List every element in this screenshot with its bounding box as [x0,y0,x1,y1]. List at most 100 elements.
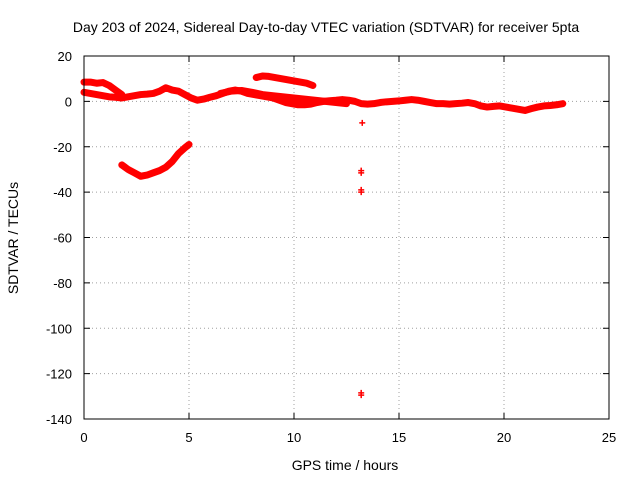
data-point [322,98,329,105]
data-point [383,98,390,105]
data-point [87,79,94,86]
data-point [540,102,547,109]
data-point [312,97,318,104]
data-point [162,164,169,171]
data-point [125,166,132,173]
x-tick-label: 10 [287,430,301,445]
data-point [484,104,491,111]
data-point [106,93,113,100]
series-band [252,72,317,89]
data-point [343,100,350,107]
data-point [522,107,528,114]
data-point [87,90,94,97]
data-point [295,101,302,108]
data-point [301,101,308,108]
y-tick-label: -60 [53,231,72,246]
data-point [477,102,484,109]
data-point [547,102,554,109]
data-point [272,74,279,81]
data-point [509,105,516,112]
y-tick-label: -40 [53,185,72,200]
data-point [303,80,310,87]
series-band [118,140,193,180]
data-point [389,98,396,105]
data-point [249,89,255,96]
data-point [150,169,157,176]
data-point [377,99,384,106]
data-point [137,91,144,98]
data-point [169,87,176,94]
data-point [162,84,169,91]
data-point [144,91,150,98]
data-point [200,96,207,103]
y-axis-label: SDTVAR / TECUs [5,182,21,294]
data-point [297,79,304,86]
data-point [188,94,195,101]
data-point [452,100,459,107]
data-point [358,392,365,399]
y-tick-label: 20 [58,49,72,64]
data-point [440,100,447,107]
series-band-mid [217,86,350,108]
data-point [465,99,472,106]
data-point [131,92,138,99]
data-point [528,105,535,112]
series-band-early [80,78,126,99]
data-point [150,90,157,97]
data-point [217,90,224,97]
y-tick-label: -120 [46,367,72,382]
data-point [144,172,150,179]
data-point [408,96,415,103]
x-tick-label: 0 [80,430,87,445]
series-arc-upper [252,72,317,89]
data-point [156,167,163,174]
x-tick-label: 15 [392,430,406,445]
y-tick-label: -20 [53,140,72,155]
data-point [333,99,339,106]
data-point [228,88,234,95]
y-tick-label: -140 [46,412,72,427]
y-tick-label: 0 [65,94,72,109]
data-point [427,99,434,106]
data-point [471,100,478,107]
data-point [358,189,365,196]
data-point [169,158,176,165]
data-point [194,97,201,104]
data-point [309,82,316,89]
data-point [553,101,560,108]
data-point [259,72,266,79]
data-point [284,76,291,83]
data-point [351,98,358,105]
x-tick-label: 20 [497,430,511,445]
data-point [93,91,100,98]
data-point [137,173,144,180]
data-point [359,119,366,126]
y-tick-label: -80 [53,276,72,291]
data-point [181,91,188,98]
data-point [238,87,245,94]
data-point [265,73,272,80]
data-point [301,96,308,103]
data-point [421,98,428,105]
grid [84,56,609,419]
data-point [278,75,285,82]
data-point [358,169,365,176]
data-point [291,94,297,101]
data-point [93,80,100,87]
data-point [446,101,453,108]
data-point [106,82,113,89]
data-point [515,106,522,113]
data-point [259,91,266,98]
data-point [112,94,119,101]
data-point [503,104,510,111]
data-point [118,91,125,98]
data-point [291,77,297,84]
data-point [270,92,276,99]
series-isolated-points [358,119,366,399]
data-point [559,100,566,107]
data-point [490,103,497,110]
x-tick-label: 5 [185,430,192,445]
data-point [280,93,287,100]
axis-ticks: 0 5 10 15 20 25 20 0 -20 -40 -60 -80 -100 -120 -140 [46,49,616,445]
